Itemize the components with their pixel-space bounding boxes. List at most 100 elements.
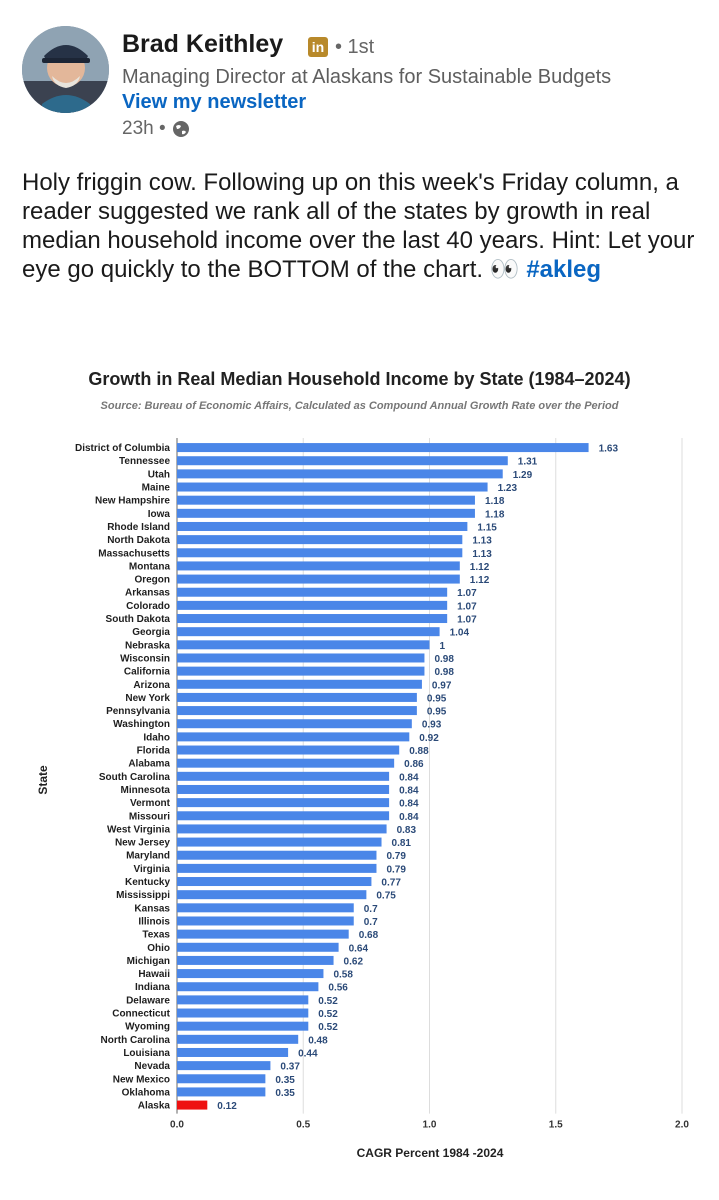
bar — [177, 1021, 309, 1031]
value-label: 1.23 — [498, 483, 518, 494]
category-label: Tennessee — [119, 456, 170, 467]
category-label: Maine — [142, 483, 171, 494]
value-label: 0.93 — [422, 720, 442, 731]
bar — [177, 890, 367, 900]
bar — [177, 798, 390, 808]
author-name[interactable]: Brad Keithley — [122, 30, 284, 58]
bar — [177, 443, 589, 453]
linkedin-badge-icon: in — [308, 37, 328, 57]
bar — [177, 574, 460, 584]
category-label: Arkansas — [125, 588, 170, 599]
value-label: 1.07 — [457, 601, 477, 612]
value-label: 0.7 — [364, 904, 378, 915]
bar — [177, 521, 468, 531]
value-label: 1.04 — [450, 628, 470, 639]
category-label: Pennsylvania — [106, 706, 170, 717]
x-axis-title: CAGR Percent 1984 -2024 — [357, 1146, 504, 1160]
category-label: Maryland — [126, 851, 170, 862]
value-label: 0.68 — [359, 930, 379, 941]
bar — [177, 1087, 266, 1097]
value-label: 0.58 — [333, 970, 353, 981]
category-label: Rhode Island — [107, 522, 170, 533]
bar — [177, 1008, 309, 1018]
bar — [177, 850, 377, 860]
bar — [177, 903, 354, 913]
category-label: District of Columbia — [75, 443, 170, 454]
category-label: North Dakota — [107, 535, 170, 546]
category-label: Montana — [129, 561, 171, 572]
bar — [177, 627, 440, 637]
x-tick-label: 1.0 — [423, 1120, 437, 1131]
value-label: 0.52 — [318, 996, 338, 1007]
value-label: 1.15 — [477, 522, 497, 533]
category-label: California — [124, 667, 171, 678]
bar — [177, 600, 448, 610]
post-body: Holy friggin cow. Following up on this w… — [22, 169, 695, 283]
value-label: 0.98 — [434, 667, 454, 678]
value-label: 0.62 — [344, 956, 364, 967]
category-label: Minnesota — [121, 785, 171, 796]
category-label: Oklahoma — [122, 1087, 171, 1098]
bar — [177, 719, 412, 729]
bar — [177, 758, 395, 768]
value-label: 0.79 — [386, 864, 406, 875]
bar — [177, 508, 475, 518]
value-label: 0.7 — [364, 917, 378, 928]
value-label: 0.84 — [399, 799, 419, 810]
category-label: Alabama — [128, 759, 170, 770]
value-label: 0.84 — [399, 772, 419, 783]
value-label: 1.13 — [472, 536, 492, 547]
category-label: New Mexico — [113, 1074, 170, 1085]
category-label: Arizona — [133, 680, 170, 691]
category-label: Texas — [142, 930, 170, 941]
connection-degree: • 1st — [335, 36, 375, 58]
bar — [177, 1100, 208, 1110]
y-axis-title: State — [36, 765, 50, 795]
category-label: Ohio — [147, 943, 170, 954]
hashtag-link[interactable]: #akleg — [526, 256, 602, 283]
bar — [177, 561, 460, 571]
value-label: 1.63 — [599, 444, 619, 455]
value-label: 0.44 — [298, 1048, 318, 1059]
category-label: North Carolina — [101, 1035, 171, 1046]
bar — [177, 456, 508, 466]
value-label: 1.18 — [485, 509, 505, 520]
category-label: Wisconsin — [120, 653, 170, 664]
value-label: 1.13 — [472, 549, 492, 560]
value-label: 0.64 — [349, 943, 369, 954]
value-label: 0.81 — [392, 838, 412, 849]
globe-icon — [172, 121, 189, 137]
avatar[interactable] — [22, 26, 109, 113]
value-label: 0.95 — [427, 693, 447, 704]
category-label: New Jersey — [115, 838, 170, 849]
category-label: Florida — [137, 746, 171, 757]
value-label: 0.95 — [427, 707, 447, 718]
value-label: 1 — [440, 641, 446, 652]
category-label: Michigan — [127, 956, 170, 967]
category-label: Oregon — [134, 575, 170, 586]
value-label: 0.35 — [275, 1088, 295, 1099]
value-label: 1.12 — [470, 562, 490, 573]
value-label: 0.52 — [318, 1009, 338, 1020]
value-label: 0.84 — [399, 812, 419, 823]
bar — [177, 732, 410, 742]
category-label: Colorado — [126, 601, 170, 612]
category-label: Washington — [113, 719, 170, 730]
chart-image: Growth in Real Median Household Income b… — [0, 360, 719, 1200]
category-label: Connecticut — [112, 1009, 170, 1020]
view-newsletter-link[interactable]: View my newsletter — [122, 91, 307, 113]
bar — [177, 916, 354, 926]
category-label: Kansas — [134, 903, 170, 914]
value-label: 0.86 — [404, 759, 424, 770]
category-label: Kentucky — [125, 877, 170, 888]
bar — [177, 745, 400, 755]
category-label: Mississippi — [116, 890, 170, 901]
bar — [177, 995, 309, 1005]
value-label: 0.52 — [318, 1022, 338, 1033]
category-label: Massachusetts — [98, 548, 170, 559]
bar — [177, 692, 417, 702]
post-text: Holy friggin cow. Following up on this w… — [22, 168, 702, 284]
chart-value-labels: 1.63 1.31 1.29 1.23 1.18 1.18 1.15 1.13 1.13 1.12… — [217, 444, 618, 1112]
x-tick-label: 2.0 — [675, 1120, 689, 1131]
bar — [177, 942, 339, 952]
